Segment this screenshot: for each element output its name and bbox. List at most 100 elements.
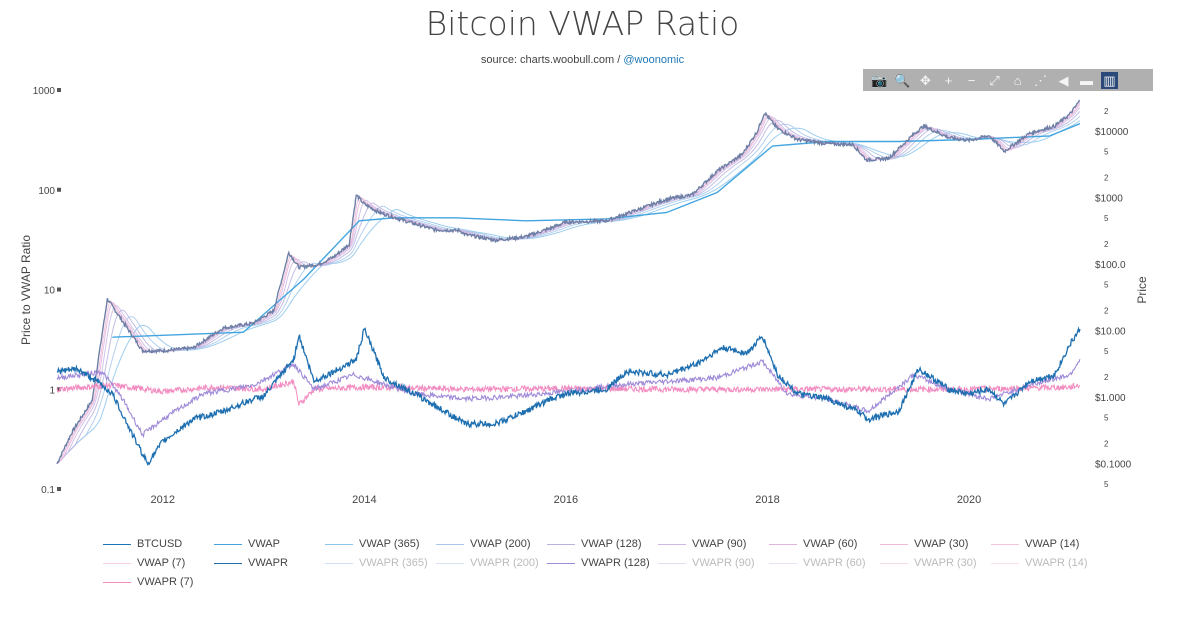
legend-label: VWAPR (200) [470, 557, 539, 569]
legend-swatch [658, 543, 686, 545]
legend-item[interactable]: VWAPR (128) [547, 555, 650, 571]
hover-compare-icon[interactable]: ▬ [1080, 72, 1093, 88]
chart-source: source: charts.woobull.com / @woonomic [0, 54, 1165, 66]
source-handle-link[interactable]: @woonomic [623, 54, 685, 66]
legend-label: VWAPR (14) [1025, 557, 1088, 569]
chart-canvas[interactable]: 1000 100 10 1 0.1 $10000 5 2 $1000 5 2 $100.0 5 2 $10.… [0, 0, 1200, 535]
zoom-out-icon[interactable]: − [967, 72, 976, 88]
legend-item[interactable]: VWAP (14) [991, 536, 1079, 552]
legend-label: VWAP [248, 538, 280, 550]
legend-label: VWAPR [248, 557, 288, 569]
legend-item[interactable]: VWAP (90) [658, 536, 746, 552]
legend-item[interactable]: VWAPR (30) [880, 555, 977, 571]
legend-label: VWAP (90) [692, 538, 747, 550]
legend-item[interactable]: VWAP [214, 536, 280, 552]
legend-swatch [991, 543, 1019, 545]
btcusd-line [56, 99, 1080, 465]
vwap-ma-line [56, 120, 1081, 465]
right-minor-tick-label: 2 [1104, 307, 1109, 316]
legend-item[interactable]: VWAP (365) [325, 536, 420, 552]
left-tick-mark [57, 487, 61, 491]
chart-studio-icon[interactable]: ▥ [1101, 71, 1118, 89]
legend-swatch [991, 562, 1019, 564]
legend-item[interactable]: VWAP (128) [547, 536, 642, 552]
legend-item[interactable]: VWAPR [214, 555, 288, 571]
left-tick-mark [57, 287, 61, 292]
legend-swatch [547, 562, 575, 564]
legend-label: BTCUSD [137, 538, 183, 550]
modebar-toolbar: 📷 🔍 ✥ + − ⤢ ⌂ ⋰ ◀ ▬ ▥ [863, 69, 1153, 91]
legend-swatch [103, 562, 131, 564]
right-tick-label: $10.00 [1095, 327, 1126, 338]
right-minor-tick-label: 5 [1104, 147, 1109, 156]
left-tick-mark [57, 88, 61, 92]
legend-item[interactable]: VWAPR (200) [436, 555, 539, 571]
left-axis-title: Price to VWAP Ratio [19, 235, 33, 345]
right-minor-tick-label: 5 [1104, 347, 1109, 356]
right-tick-label: $0.1000 [1095, 460, 1132, 471]
legend-swatch [103, 543, 131, 545]
legend-item[interactable]: VWAPR (14) [991, 555, 1088, 571]
legend-item[interactable]: VWAP (30) [880, 536, 968, 552]
legend-item[interactable]: VWAPR (365) [325, 555, 428, 571]
legend-item[interactable]: VWAPR (60) [769, 555, 866, 571]
right-minor-tick-label: 2 [1104, 373, 1109, 382]
home-icon[interactable]: ⌂ [1013, 72, 1022, 88]
right-tick-label: $100.0 [1095, 260, 1126, 271]
vwapr-line [56, 326, 1081, 466]
right-tick-label: $1000 [1095, 194, 1123, 205]
vwap-ma-line [56, 107, 1081, 465]
legend-item[interactable]: VWAP (200) [436, 536, 531, 552]
pan-icon[interactable]: ✥ [920, 72, 931, 88]
legend-label: VWAPR (128) [581, 557, 650, 569]
legend-item[interactable]: VWAPR (7) [103, 574, 193, 590]
legend-swatch [547, 543, 575, 545]
legend-swatch [103, 581, 131, 583]
legend-swatch [436, 543, 464, 545]
vwap-ma-line [56, 102, 1081, 465]
left-tick-label: 0.1 [41, 485, 55, 496]
vwap-ma-line [56, 104, 1081, 465]
legend-swatch [214, 562, 242, 564]
legend-item[interactable]: VWAP (60) [769, 536, 857, 552]
legend-label: VWAP (7) [137, 557, 186, 569]
chart-title: Bitcoin VWAP Ratio [425, 4, 740, 43]
legend-item[interactable]: BTCUSD [103, 536, 182, 552]
legend-label: VWAP (128) [581, 538, 642, 550]
legend-label: VWAP (60) [803, 538, 858, 550]
right-minor-tick-label: 5 [1104, 480, 1109, 489]
x-tick-label: 2016 [554, 494, 578, 506]
legend-label: VWAPR (7) [137, 576, 194, 588]
left-tick-mark [57, 187, 61, 192]
left-tick-label: 1 [49, 385, 55, 396]
vwapr128-line [56, 359, 1081, 439]
hover-closest-icon[interactable]: ◀ [1058, 72, 1069, 88]
legend-swatch [325, 543, 353, 545]
right-minor-tick-label: 2 [1104, 240, 1109, 249]
legend-label: VWAPR (30) [914, 557, 977, 569]
spike-lines-icon[interactable]: ⋰ [1034, 72, 1047, 88]
autoscale-icon[interactable]: ⤢ [989, 72, 1000, 88]
right-tick-label: $1.000 [1095, 393, 1126, 404]
right-minor-tick-label: 5 [1104, 413, 1109, 422]
left-tick-mark [57, 387, 61, 392]
legend-label: VWAP (365) [359, 538, 420, 550]
legend-swatch [658, 562, 686, 564]
vwap-line [112, 123, 1081, 338]
zoom-icon[interactable]: 🔍 [894, 72, 911, 88]
legend-swatch [325, 562, 353, 564]
legend-swatch [880, 562, 908, 564]
legend-swatch [436, 562, 464, 564]
legend-item[interactable]: VWAP (7) [103, 555, 185, 571]
legend-label: VWAP (30) [914, 538, 969, 550]
zoom-in-icon[interactable]: + [944, 72, 953, 88]
right-axis-title: Price [1135, 276, 1149, 304]
left-tick-label: 1000 [33, 86, 56, 97]
legend-label: VWAP (200) [470, 538, 531, 550]
camera-icon[interactable]: 📷 [871, 72, 888, 88]
legend-label: VWAPR (365) [359, 557, 428, 569]
legend-item[interactable]: VWAPR (90) [658, 555, 755, 571]
right-minor-tick-label: 2 [1104, 440, 1109, 449]
legend-label: VWAPR (90) [692, 557, 755, 569]
legend-swatch [880, 543, 908, 545]
